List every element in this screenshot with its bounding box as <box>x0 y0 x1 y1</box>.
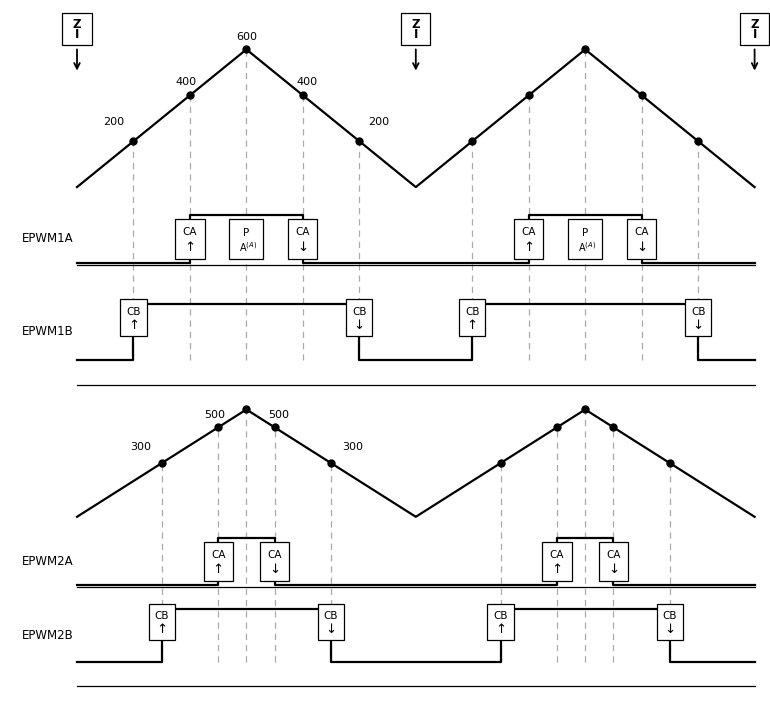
Text: A$^{(A)}$: A$^{(A)}$ <box>239 240 257 254</box>
Text: 600: 600 <box>236 32 257 42</box>
Text: Z: Z <box>750 18 759 31</box>
FancyBboxPatch shape <box>229 219 263 259</box>
Text: ↑: ↑ <box>128 318 139 332</box>
FancyBboxPatch shape <box>318 604 344 640</box>
Text: CB: CB <box>494 611 507 621</box>
Text: EPWM2A: EPWM2A <box>22 555 73 568</box>
FancyBboxPatch shape <box>401 13 430 45</box>
Text: CB: CB <box>324 611 338 621</box>
Text: 500: 500 <box>268 410 289 420</box>
Text: ↓: ↓ <box>608 563 619 576</box>
Text: 500: 500 <box>204 410 225 420</box>
Text: EPWM1A: EPWM1A <box>22 232 73 246</box>
Text: I: I <box>752 28 757 42</box>
FancyBboxPatch shape <box>657 604 683 640</box>
Text: P: P <box>243 228 249 238</box>
Text: CA: CA <box>211 550 226 560</box>
Text: 300: 300 <box>130 442 151 452</box>
Text: ↑: ↑ <box>551 563 563 576</box>
Text: CA: CA <box>634 227 649 237</box>
Text: ↑: ↑ <box>184 241 196 253</box>
Text: A$^{(A)}$: A$^{(A)}$ <box>578 240 596 254</box>
Text: CB: CB <box>126 306 141 316</box>
Text: EPWM1B: EPWM1B <box>22 325 73 338</box>
Text: CA: CA <box>550 550 564 560</box>
Text: Z: Z <box>411 18 420 31</box>
FancyBboxPatch shape <box>740 13 769 45</box>
Text: CA: CA <box>182 227 197 237</box>
Text: ↑: ↑ <box>156 623 167 636</box>
Text: ↓: ↓ <box>353 318 365 332</box>
Text: ↑: ↑ <box>467 318 478 332</box>
Text: CA: CA <box>521 227 536 237</box>
Text: CB: CB <box>691 306 705 316</box>
Text: ↓: ↓ <box>269 563 280 576</box>
FancyBboxPatch shape <box>487 604 514 640</box>
Text: CA: CA <box>267 550 282 560</box>
FancyBboxPatch shape <box>346 299 373 336</box>
Text: P: P <box>582 228 588 238</box>
Text: ↓: ↓ <box>297 241 309 253</box>
Text: 200: 200 <box>369 117 390 127</box>
FancyBboxPatch shape <box>203 542 233 581</box>
Text: ↑: ↑ <box>213 563 224 576</box>
Text: ↑: ↑ <box>495 623 506 636</box>
Text: 300: 300 <box>342 442 363 452</box>
Text: CB: CB <box>352 306 367 316</box>
FancyBboxPatch shape <box>599 542 628 581</box>
Text: I: I <box>413 28 418 42</box>
Text: Z: Z <box>72 18 82 31</box>
Text: I: I <box>75 28 79 42</box>
Text: CB: CB <box>155 611 169 621</box>
Text: ↓: ↓ <box>692 318 704 332</box>
FancyBboxPatch shape <box>176 219 205 259</box>
FancyBboxPatch shape <box>260 542 290 581</box>
Text: CB: CB <box>663 611 677 621</box>
Text: CB: CB <box>465 306 480 316</box>
FancyBboxPatch shape <box>514 219 544 259</box>
Text: ↓: ↓ <box>326 623 336 636</box>
Text: ↓: ↓ <box>665 623 675 636</box>
Text: CA: CA <box>606 550 621 560</box>
FancyBboxPatch shape <box>62 13 92 45</box>
Text: 400: 400 <box>296 77 317 87</box>
Text: 400: 400 <box>176 77 196 87</box>
FancyBboxPatch shape <box>120 299 146 336</box>
FancyBboxPatch shape <box>459 299 485 336</box>
Text: 200: 200 <box>103 117 124 127</box>
FancyBboxPatch shape <box>149 604 175 640</box>
Text: CA: CA <box>296 227 310 237</box>
Text: ↓: ↓ <box>636 241 648 253</box>
FancyBboxPatch shape <box>542 542 571 581</box>
FancyBboxPatch shape <box>288 219 317 259</box>
FancyBboxPatch shape <box>568 219 602 259</box>
FancyBboxPatch shape <box>685 299 711 336</box>
Text: ↑: ↑ <box>523 241 534 253</box>
Text: EPWM2B: EPWM2B <box>22 629 73 642</box>
FancyBboxPatch shape <box>627 219 656 259</box>
